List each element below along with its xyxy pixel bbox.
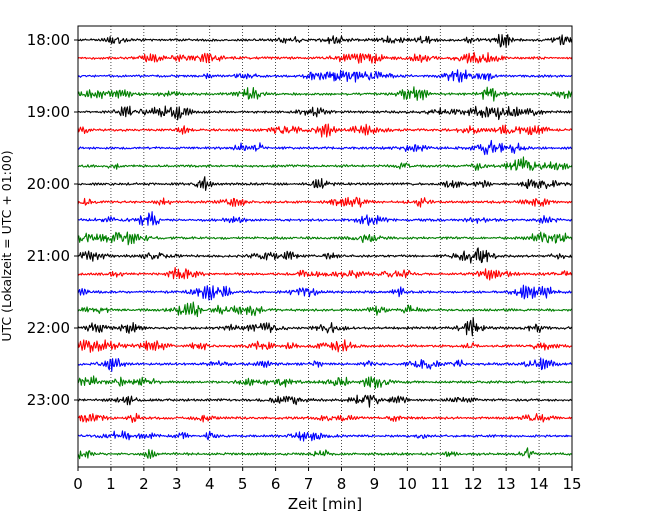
x-tick-label-13: 13 (497, 475, 516, 493)
x-tick-label-12: 12 (464, 475, 483, 493)
x-tick-label-4: 4 (205, 475, 215, 493)
y-tick-label-1800: 18:00 (27, 31, 70, 49)
x-tick-label-11: 11 (431, 475, 450, 493)
trace-2015 (77, 211, 573, 226)
y-tick-label-2200: 22:00 (27, 319, 70, 337)
x-tick-label-2: 2 (139, 475, 149, 493)
trace-2130 (77, 301, 573, 318)
x-tick-label-0: 0 (73, 475, 83, 493)
trace-2100 (77, 266, 573, 281)
trace-1815 (77, 69, 573, 83)
x-tick-label-5: 5 (238, 475, 248, 493)
trace-2115 (77, 284, 573, 301)
x-axis-ticks: 0 1 2 3 4 5 6 7 8 9 10 11 12 13 14 15 (73, 467, 582, 493)
trace-2300 (77, 412, 573, 423)
trace-2215 (77, 357, 573, 372)
trace-2330 (77, 447, 573, 460)
y-axis-ticks: 18:00 19:00 20:00 21:00 22:00 23:00 (27, 31, 78, 409)
x-tick-label-3: 3 (172, 475, 182, 493)
x-tick-label-6: 6 (271, 475, 281, 493)
y-tick-label-2300: 23:00 (27, 391, 70, 409)
x-tick-label-1: 1 (106, 475, 116, 493)
trace-1900 (77, 123, 573, 138)
trace-1745 (77, 33, 573, 48)
trace-2245 (77, 394, 573, 408)
x-tick-label-8: 8 (337, 475, 347, 493)
y-tick-label-2000: 20:00 (27, 175, 70, 193)
trace-2030 (77, 231, 573, 246)
plot-frame (77, 25, 573, 468)
x-tick-label-9: 9 (370, 475, 380, 493)
trace-1915 (77, 139, 573, 156)
trace-2045 (77, 247, 573, 264)
y-tick-label-2100: 21:00 (27, 247, 70, 265)
trace-1930 (77, 156, 573, 171)
x-axis-label: Zeit [min] (288, 495, 362, 513)
trace-1945 (77, 176, 573, 191)
trace-1800 (77, 51, 573, 64)
x-tick-label-15: 15 (562, 475, 581, 493)
x-tick-label-14: 14 (530, 475, 549, 493)
y-axis-label: UTC (Lokalzeit = UTC + 01:00) (0, 150, 14, 341)
trace-2315 (77, 430, 573, 442)
trace-2000 (77, 196, 573, 208)
x-tick-label-10: 10 (398, 475, 417, 493)
seismic-traces (77, 33, 573, 460)
trace-2200 (77, 339, 573, 353)
x-tick-label-7: 7 (304, 475, 314, 493)
trace-2145 (77, 316, 573, 337)
trace-1830 (77, 86, 573, 102)
trace-2230 (77, 375, 573, 389)
y-tick-label-1900: 19:00 (27, 103, 70, 121)
trace-1845 (77, 105, 573, 121)
